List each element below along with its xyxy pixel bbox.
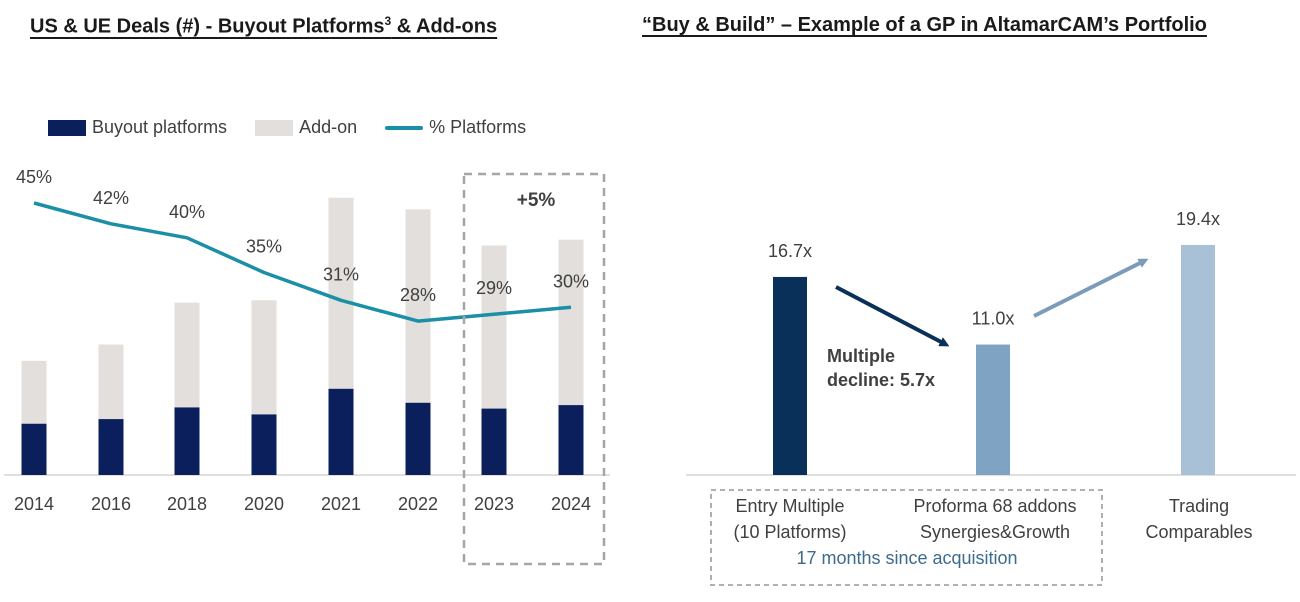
- buyout-bar-2018: [174, 407, 200, 475]
- buyout-bar-2014: [21, 423, 47, 475]
- legend-label-platforms: % Platforms: [429, 117, 527, 137]
- highlight-label: +5%: [517, 190, 556, 211]
- right-category-label-proforma-line1: Proforma 68 addons: [913, 496, 1077, 516]
- x-tick-label-2023: 2023: [474, 494, 514, 514]
- legend-label-addon: Add-on: [299, 117, 358, 137]
- addon-bar-2018: [174, 302, 200, 408]
- platforms-data-label-2018: 40%: [169, 202, 205, 222]
- platforms-line: [33, 201, 572, 323]
- right-category-label-proforma-line2: Synergies&Growth: [919, 522, 1071, 542]
- right-category-label-entry-line1: Entry Multiple: [735, 496, 845, 516]
- right-category-label-trading-line2: Comparables: [1145, 522, 1253, 542]
- legend-swatch-buyout: [48, 119, 86, 136]
- buyout-bar-2016: [98, 419, 124, 475]
- addon-bar-2016: [98, 344, 124, 420]
- right-category-label-trading: Trading Comparables: [1120, 493, 1278, 545]
- x-tick-label-2020: 2020: [244, 494, 284, 514]
- legend: Buyout platforms Add-on % Platforms: [48, 117, 554, 138]
- platforms-data-label-2020: 35%: [246, 237, 282, 257]
- right-chart-title: “Buy & Build” – Example of a GP in Altam…: [642, 14, 1207, 36]
- buyout-bar-2024: [558, 405, 584, 475]
- entry-multiple-bar: [773, 276, 807, 475]
- buyout-bar-2021: [328, 388, 354, 475]
- platforms-data-label-2023: 29%: [476, 278, 512, 298]
- right-category-label-entry: Entry Multiple (10 Platforms): [715, 493, 865, 545]
- x-tick-label-2024: 2024: [551, 494, 591, 514]
- trading-comparables-value-label: 19.4x: [1176, 209, 1220, 229]
- left-chart-title: US & UE Deals (#) - Buyout Platforms3 & …: [30, 14, 498, 38]
- buyout-bar-2023: [481, 408, 507, 475]
- proforma-value-label: 11.0x: [972, 309, 1015, 329]
- x-tick-label-2016: 2016: [91, 494, 131, 514]
- legend-label-buyout: Buyout platforms: [92, 117, 228, 137]
- addon-bar-2024: [558, 239, 584, 406]
- proforma-bar: [976, 344, 1010, 475]
- uplift-arrow: [1033, 258, 1149, 318]
- x-tick-label-2021: 2021: [321, 494, 361, 514]
- addon-bar-2014: [21, 360, 47, 424]
- legend-swatch-addon: [255, 119, 294, 136]
- platforms-data-label-2021: 31%: [323, 264, 359, 284]
- addon-bar-2021: [328, 197, 354, 389]
- trading-comparables-bar: [1181, 244, 1215, 475]
- right-category-label-entry-line2: (10 Platforms): [733, 522, 847, 542]
- buyout-bar-2020: [251, 414, 277, 475]
- x-tick-label-2014: 2014: [14, 494, 54, 514]
- right-category-label-trading-line1: Trading: [1168, 496, 1230, 516]
- x-tick-label-2022: 2022: [398, 494, 438, 514]
- entry-multiple-value-label: 16.7x: [768, 241, 812, 261]
- highlight-box: [462, 172, 606, 566]
- decline-arrow: [835, 285, 950, 347]
- x-tick-label-2018: 2018: [167, 494, 207, 514]
- bracket-note: 17 months since acquisition: [796, 548, 1018, 568]
- legend-swatch-platforms: [385, 125, 424, 130]
- right-category-label-proforma: Proforma 68 addons Synergies&Growth: [892, 493, 1098, 545]
- platforms-data-label-2024: 30%: [553, 271, 589, 291]
- decline-note-line2: decline: 5.7x: [827, 370, 936, 390]
- platforms-data-label-2014: 45%: [16, 167, 52, 187]
- addon-bar-2023: [481, 245, 507, 409]
- legend-item-platforms: % Platforms: [385, 117, 526, 138]
- decline-note-line1: Multiple: [827, 346, 895, 366]
- platforms-data-label-2022: 28%: [400, 285, 436, 305]
- buyout-bar-2022: [405, 402, 431, 475]
- legend-item-addon: Add-on: [255, 117, 357, 138]
- legend-item-buyout: Buyout platforms: [48, 117, 227, 138]
- platforms-data-label-2016: 42%: [93, 188, 129, 208]
- decline-note: Multiple decline: 5.7x: [827, 344, 935, 392]
- addon-bar-2020: [251, 300, 277, 415]
- addon-bar-2022: [405, 209, 431, 403]
